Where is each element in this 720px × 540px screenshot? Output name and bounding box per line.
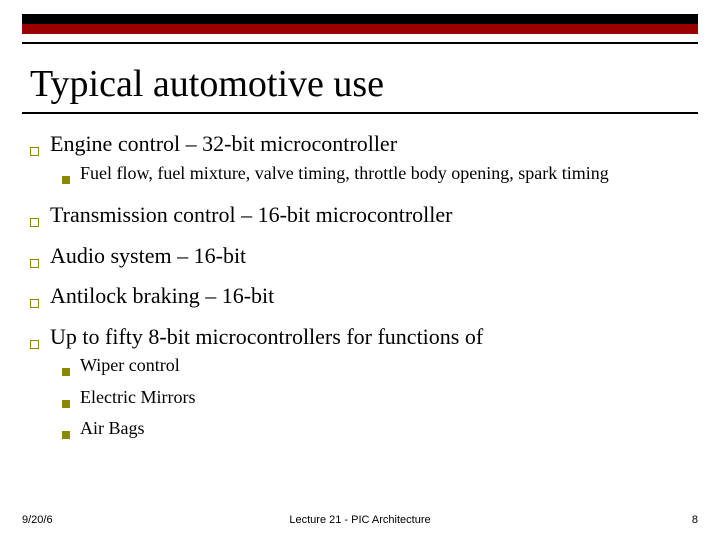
bullet-text: Up to fifty 8-bit microcontrollers for f… bbox=[50, 324, 483, 349]
slide-footer: 9/20/6 Lecture 21 - PIC Architecture 8 bbox=[22, 514, 698, 526]
sub-bullet-text: Electric Mirrors bbox=[80, 387, 195, 407]
list-item: Electric Mirrors bbox=[50, 386, 688, 414]
list-item: Air Bags bbox=[50, 417, 688, 445]
sub-bullet-text: Air Bags bbox=[80, 418, 145, 438]
bar-red bbox=[22, 24, 698, 34]
footer-title: Lecture 21 - PIC Architecture bbox=[22, 514, 698, 526]
list-item: Up to fifty 8-bit microcontrollers for f… bbox=[26, 323, 688, 449]
sub-bullet-text: Fuel flow, fuel mixture, valve timing, t… bbox=[80, 163, 609, 183]
solid-square-icon bbox=[50, 417, 80, 445]
solid-square-icon bbox=[50, 162, 80, 190]
content-area: Engine control – 32-bit microcontroller … bbox=[22, 114, 698, 449]
sub-list: Wiper control Electric Mirrors Air Bags bbox=[50, 354, 688, 445]
list-item: Engine control – 32-bit microcontroller … bbox=[26, 130, 688, 193]
hollow-square-icon bbox=[26, 323, 50, 356]
hollow-square-icon bbox=[26, 130, 50, 163]
divider-line bbox=[22, 42, 698, 44]
bullet-text: Antilock braking – 16-bit bbox=[50, 283, 274, 308]
top-bar bbox=[22, 14, 698, 44]
slide-title: Typical automotive use bbox=[22, 62, 698, 106]
sub-bullet-text: Wiper control bbox=[80, 355, 180, 375]
list-item: Wiper control bbox=[50, 354, 688, 382]
bar-black bbox=[22, 14, 698, 24]
list-item: Transmission control – 16-bit microcontr… bbox=[26, 201, 688, 234]
hollow-square-icon bbox=[26, 201, 50, 234]
bullet-text: Engine control – 32-bit microcontroller bbox=[50, 131, 397, 156]
list-item: Fuel flow, fuel mixture, valve timing, t… bbox=[50, 162, 688, 190]
solid-square-icon bbox=[50, 354, 80, 382]
list-item: Antilock braking – 16-bit bbox=[26, 282, 688, 315]
sub-list: Fuel flow, fuel mixture, valve timing, t… bbox=[50, 162, 688, 190]
bullet-text: Transmission control – 16-bit microcontr… bbox=[50, 202, 452, 227]
bullet-text: Audio system – 16-bit bbox=[50, 243, 246, 268]
hollow-square-icon bbox=[26, 242, 50, 275]
bullet-list: Engine control – 32-bit microcontroller … bbox=[26, 130, 688, 449]
slide: Typical automotive use Engine control – … bbox=[0, 0, 720, 540]
solid-square-icon bbox=[50, 386, 80, 414]
hollow-square-icon bbox=[26, 282, 50, 315]
list-item: Audio system – 16-bit bbox=[26, 242, 688, 275]
